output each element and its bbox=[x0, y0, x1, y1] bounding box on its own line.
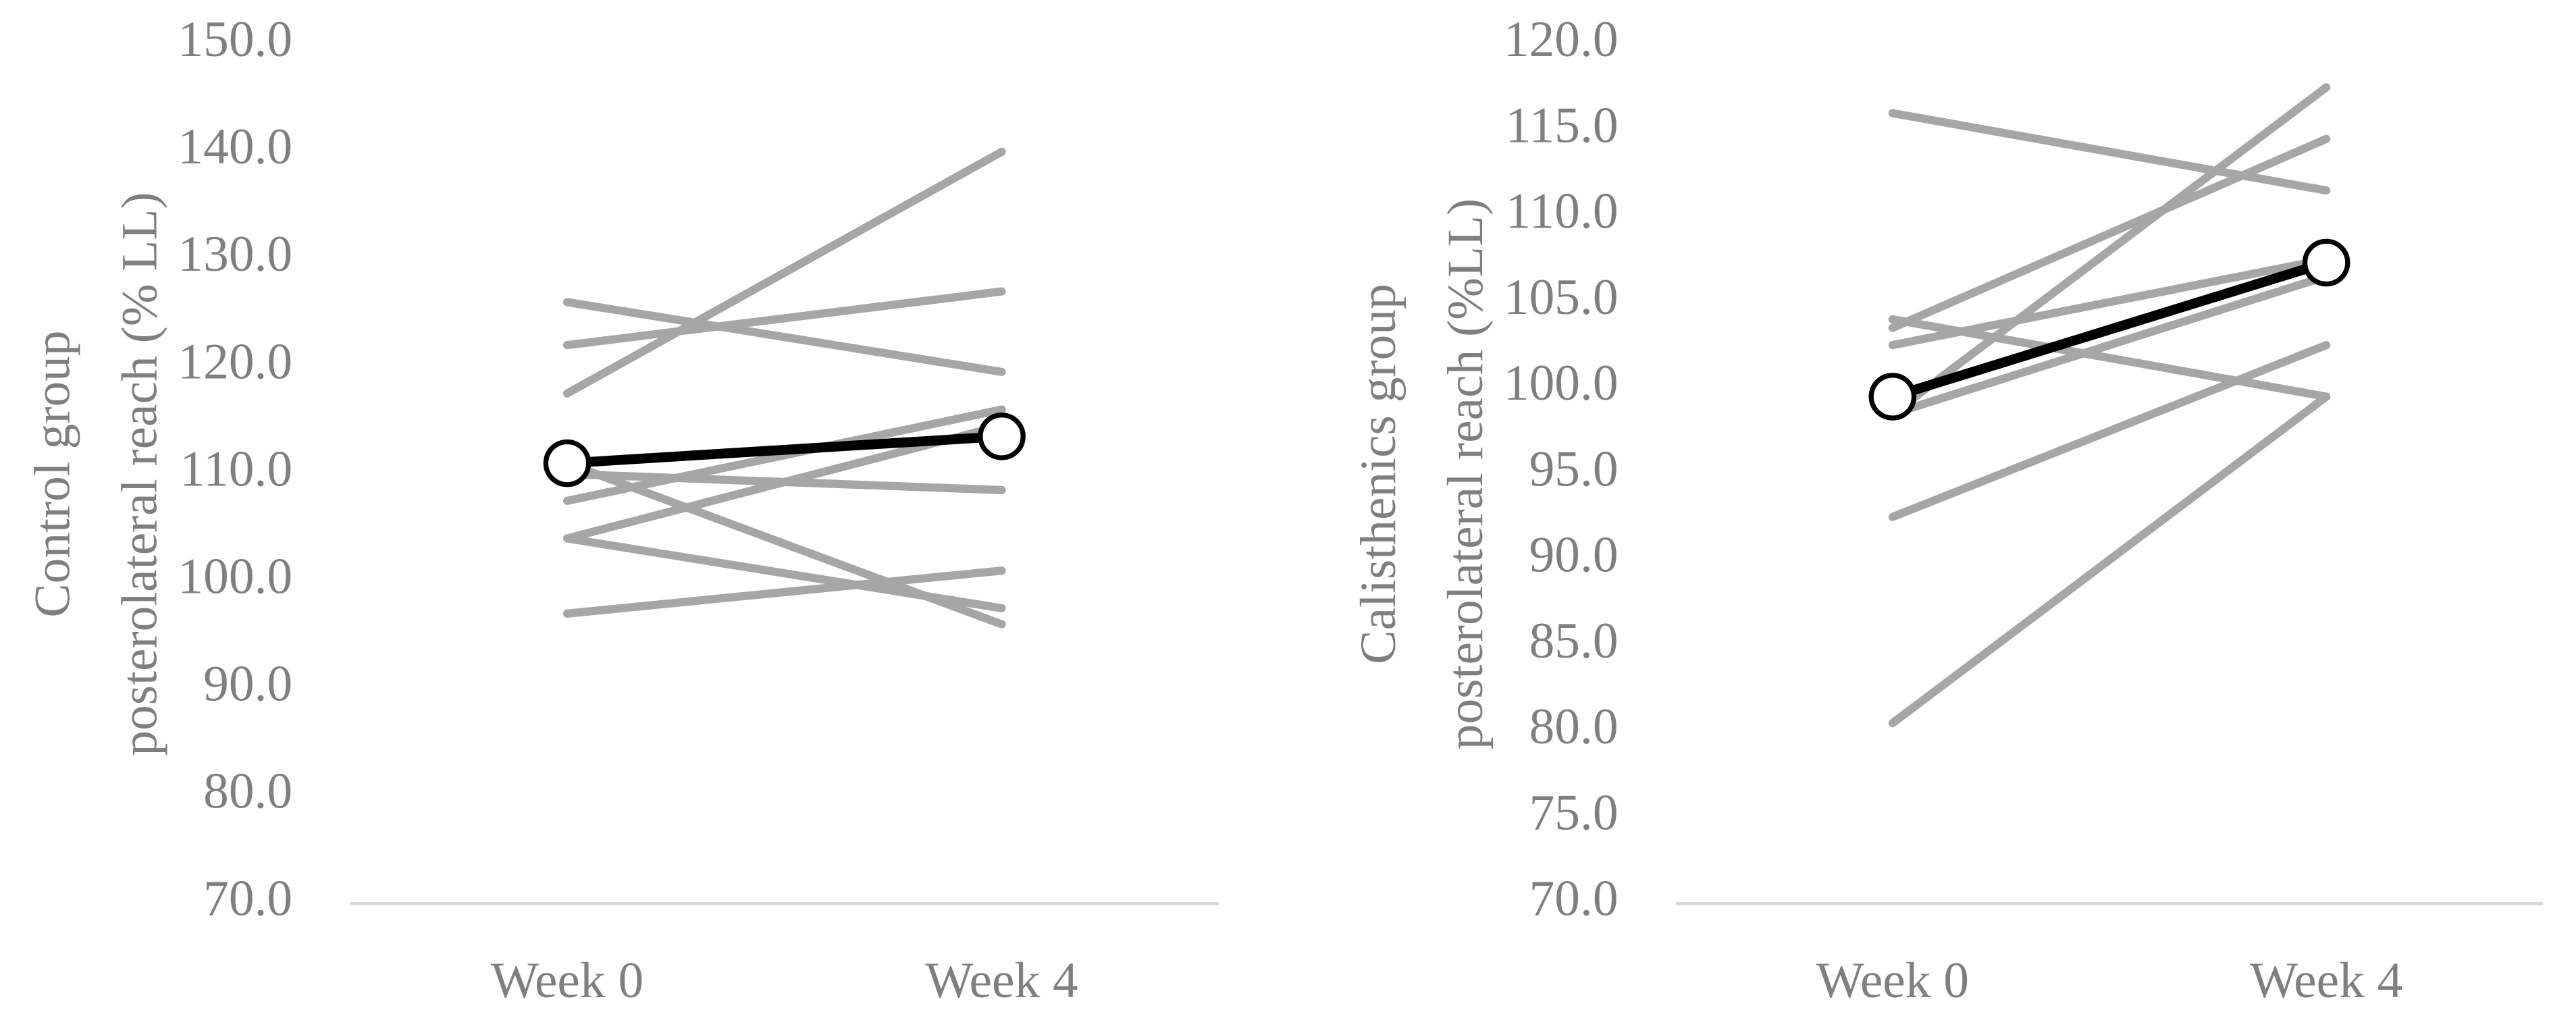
y-axis-title: Calisthenics group bbox=[1350, 284, 1407, 664]
mean-marker bbox=[978, 413, 1026, 460]
participant-line bbox=[1888, 83, 2331, 419]
y-tick-label: 140.0 bbox=[178, 119, 292, 175]
y-tick-label: 75.0 bbox=[1529, 785, 1619, 841]
participant-line bbox=[1888, 255, 2331, 350]
participant-line bbox=[1888, 272, 2331, 419]
y-tick-label: 85.0 bbox=[1529, 613, 1619, 669]
y-tick-label: 90.0 bbox=[203, 656, 292, 712]
participant-line bbox=[1888, 392, 2331, 728]
participant-line bbox=[562, 147, 1006, 398]
y-tick-label: 150.0 bbox=[178, 11, 292, 68]
mean-line bbox=[1887, 257, 2332, 402]
y-axis-title: posterolateral reach (%LL) bbox=[1438, 198, 1494, 749]
participant-line bbox=[562, 287, 1006, 350]
mean-marker bbox=[1868, 373, 1917, 421]
participant-line bbox=[562, 405, 1006, 505]
y-tick-label: 120.0 bbox=[178, 334, 292, 390]
participant-line bbox=[1888, 134, 2331, 332]
y-axis-title: Control group bbox=[24, 330, 80, 617]
y-tick-label: 110.0 bbox=[1506, 184, 1619, 240]
participant-line bbox=[1888, 109, 2331, 195]
y-tick-label: 130.0 bbox=[178, 226, 292, 282]
y-tick-label: 80.0 bbox=[1529, 699, 1619, 755]
y-tick-label: 70.0 bbox=[203, 871, 292, 927]
y-tick-label: 110.0 bbox=[180, 441, 292, 497]
mean-line bbox=[562, 431, 1007, 469]
participant-line bbox=[562, 469, 1006, 494]
participant-line bbox=[1888, 341, 2331, 521]
participant-line bbox=[562, 566, 1006, 618]
y-tick-label: 95.0 bbox=[1529, 441, 1619, 497]
x-tick-label: Week 0 bbox=[491, 953, 643, 1009]
y-axis-title: posterolateral reach (% LL) bbox=[111, 192, 167, 755]
y-tick-label: 70.0 bbox=[1529, 871, 1619, 927]
y-tick-label: 120.0 bbox=[1504, 11, 1619, 68]
y-tick-label: 115.0 bbox=[1506, 97, 1619, 153]
y-tick-label: 105.0 bbox=[1504, 269, 1619, 325]
mean-marker bbox=[2302, 238, 2350, 287]
participant-line bbox=[562, 459, 1006, 629]
mean-marker bbox=[543, 439, 592, 487]
y-tick-label: 100.0 bbox=[178, 548, 292, 604]
x-tick-label: Week 4 bbox=[2250, 953, 2402, 1009]
y-tick-label: 100.0 bbox=[1504, 355, 1619, 411]
y-tick-label: 80.0 bbox=[203, 764, 292, 820]
x-tick-label: Week 0 bbox=[1816, 953, 1969, 1009]
participant-line bbox=[562, 298, 1006, 377]
x-tick-label: Week 4 bbox=[925, 953, 1078, 1009]
y-tick-label: 90.0 bbox=[1529, 527, 1619, 583]
